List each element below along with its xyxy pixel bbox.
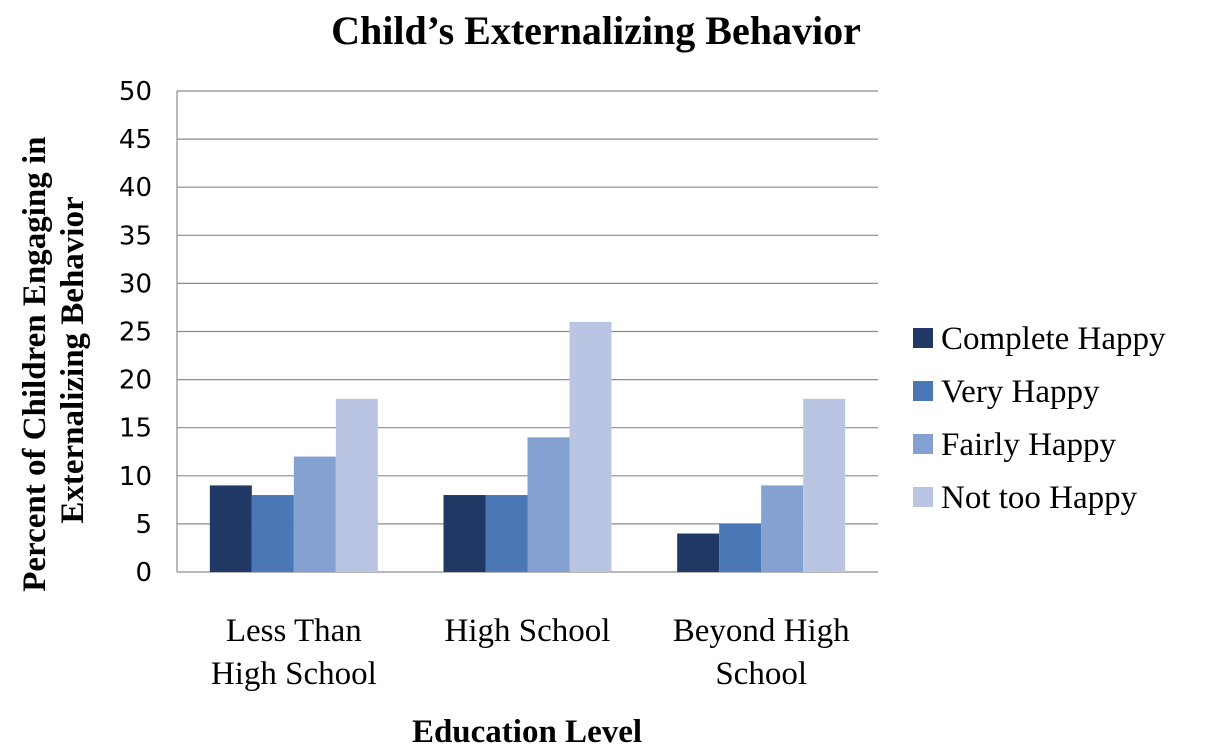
bars	[209, 321, 846, 572]
y-tick-label: 25	[119, 318, 152, 348]
x-tick-label-line: Less Than	[226, 613, 362, 649]
legend-label: Not too Happy	[941, 480, 1138, 516]
chart-title: Child’s Externalizing Behavior	[331, 8, 861, 53]
y-tick-labels: 0 5 10 15 20 25 30 35 40 45 50	[119, 77, 152, 588]
x-tick-label: Less Than High School	[211, 613, 377, 692]
bar-2-3	[803, 398, 846, 572]
bar-1-0	[443, 495, 486, 572]
legend-swatch	[913, 434, 933, 454]
x-tick-label-line: High School	[445, 613, 611, 649]
bar-1-1	[485, 495, 528, 572]
y-tick-label: 45	[119, 125, 152, 155]
x-tick-label: High School	[445, 613, 611, 649]
legend-swatch	[913, 487, 933, 507]
bar-0-1	[251, 495, 294, 572]
y-axis-title-line-1: Percent of Children Engaging in	[17, 136, 53, 591]
legend-label: Complete Happy	[941, 321, 1166, 357]
bar-0-0	[209, 485, 252, 572]
y-axis-title: Percent of Children Engaging in External…	[17, 128, 91, 592]
bar-0-2	[293, 456, 336, 572]
bar-1-3	[569, 321, 612, 572]
x-tick-label: Beyond High School	[673, 613, 850, 692]
bar-1-2	[527, 437, 570, 572]
legend-label: Fairly Happy	[941, 427, 1117, 463]
y-tick-label: 5	[135, 510, 152, 540]
legend-label: Very Happy	[941, 374, 1100, 410]
y-tick-label: 20	[119, 366, 152, 396]
y-tick-label: 30	[119, 269, 152, 299]
legend-swatch	[913, 328, 933, 348]
legend: Complete Happy Very Happy Fairly Happy Not …	[913, 321, 1166, 516]
bar-2-2	[761, 485, 804, 572]
y-tick-label: 40	[119, 173, 152, 203]
y-tick-label: 0	[135, 558, 152, 588]
x-tick-labels: Less Than High School High School Beyond Hi…	[211, 613, 850, 692]
x-tick-label-line: School	[715, 656, 807, 692]
y-tick-label: 50	[119, 77, 152, 107]
x-tick-label-line: Beyond High	[673, 613, 850, 649]
bar-2-1	[719, 523, 762, 572]
bar-2-0	[677, 533, 720, 572]
y-tick-label: 35	[119, 221, 152, 251]
bar-0-3	[335, 398, 378, 572]
y-axis-title-line-2: Externalizing Behavior	[55, 196, 91, 523]
x-axis-title: Education Level	[412, 714, 642, 747]
legend-swatch	[913, 381, 933, 401]
y-tick-label: 10	[119, 462, 152, 492]
y-tick-label: 15	[119, 414, 152, 444]
x-tick-label-line: High School	[211, 656, 377, 692]
